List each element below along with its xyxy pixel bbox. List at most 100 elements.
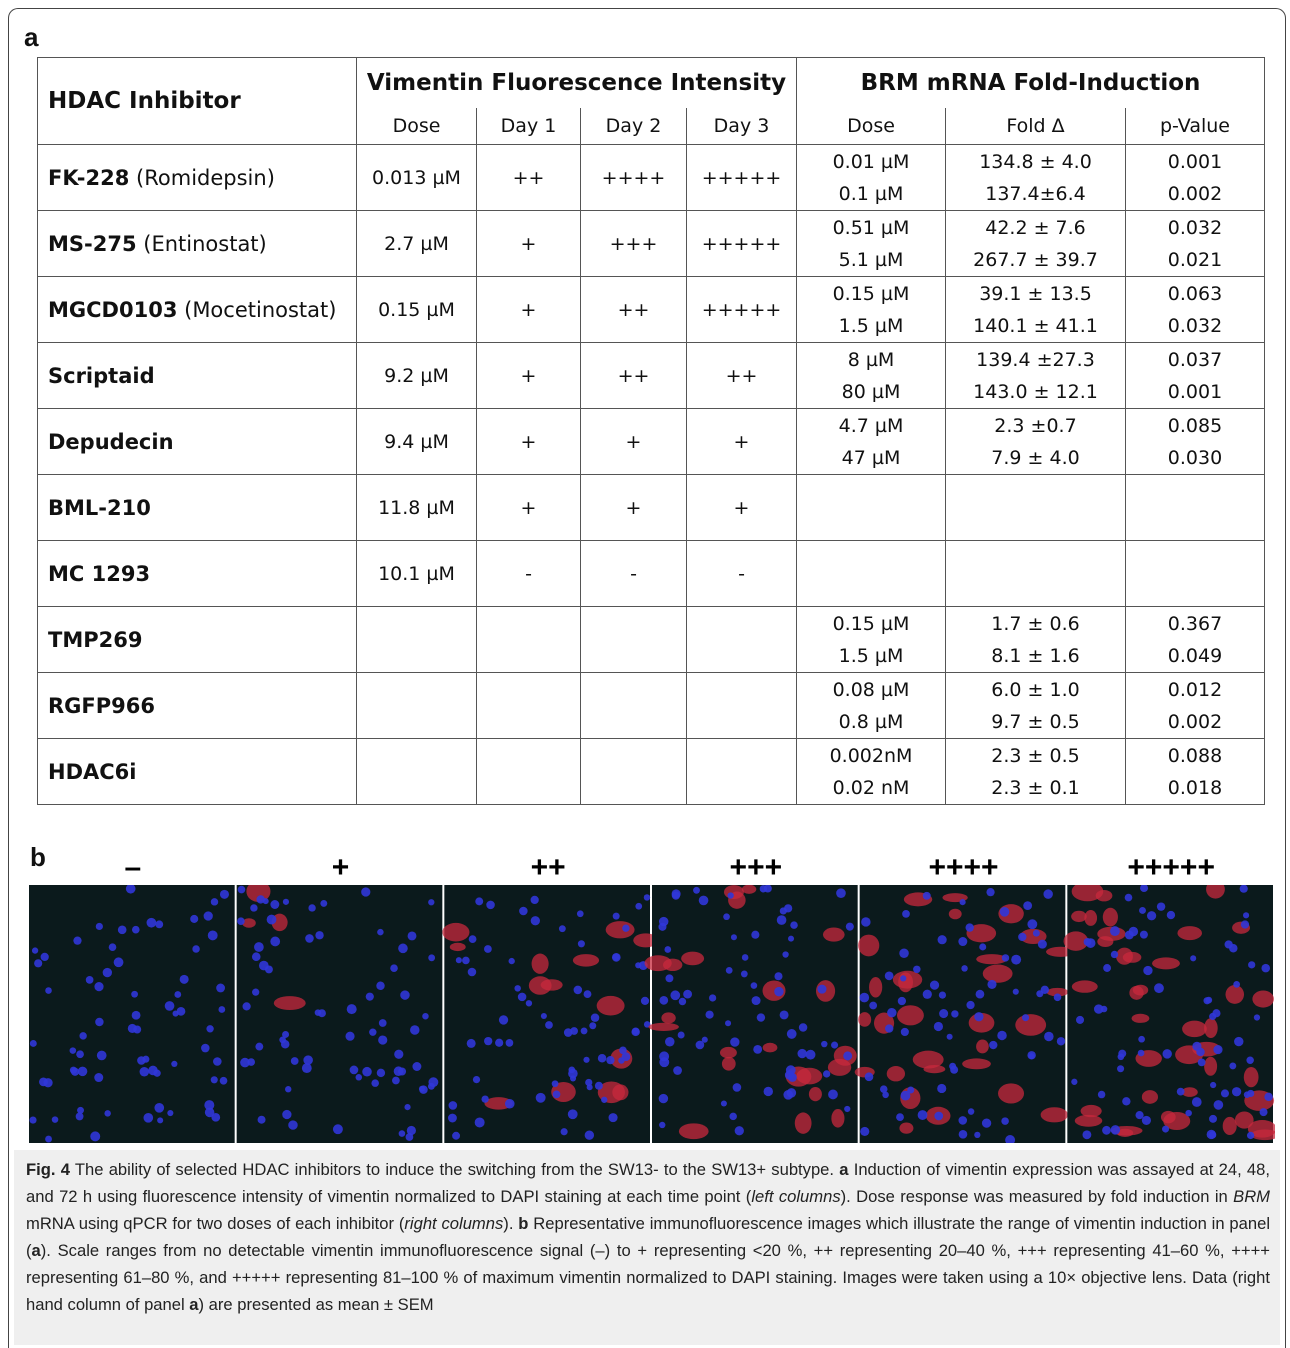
cell-nucleus [723,913,730,920]
cell-nucleus [1177,1088,1185,1096]
brm-value: 0.15 µM [797,608,945,640]
vimentin-cell: +++++ [687,145,797,211]
cell-nucleus [1033,930,1040,937]
cell-nucleus [114,957,124,967]
vimentin-cell: + [581,475,687,541]
cell-nucleus [577,910,584,917]
inhibitor-alias: (Entinostat) [143,232,266,256]
cell-nucleus [419,1086,425,1092]
vimentin-cell: + [477,277,581,343]
caption-text: mRNA using qPCR for two doses of each in… [26,1214,404,1233]
cell-nucleus [1147,911,1156,920]
cell-nucleus [780,1010,789,1019]
micrograph [442,885,658,1143]
cell-nucleus [806,1050,816,1060]
vimentin-cell: ++++ [581,145,687,211]
cell-nucleus [192,945,199,952]
cell-nucleus [1043,889,1052,898]
cell-vimentin [648,1023,679,1031]
cell-nucleus [254,942,264,952]
inhibitor-cell: RGFP966 [38,673,357,739]
cell-nucleus [220,890,229,899]
cell-nucleus [305,934,314,943]
cell-vimentin [1072,980,1098,992]
cell-nucleus [1036,990,1043,997]
cell-nucleus [958,937,967,946]
cell-nucleus [1135,1111,1143,1119]
cell-nucleus [726,967,733,974]
cell-nucleus [846,923,854,931]
cell-nucleus [1241,920,1249,928]
cell-nucleus [706,1011,714,1019]
cell-nucleus [693,887,700,894]
empty-cell [357,607,477,673]
vimentin-cell: ++ [581,277,687,343]
brm-value: 0.15 µM [797,278,945,310]
cell-nucleus [725,1020,731,1026]
brm-value: 0.51 µM [797,212,945,244]
cell-vimentin [1129,986,1143,1000]
cell-nucleus [1214,1100,1224,1110]
cell-nucleus [73,937,81,945]
cell-nucleus [733,1083,742,1092]
cell-nucleus [1140,931,1148,939]
cell-nucleus [541,1013,547,1019]
brm-cell: 134.8 ± 4.0137.4±6.4 [946,145,1126,211]
brm-cell: 0.0880.018 [1126,739,1265,805]
cell-nucleus [52,1116,59,1123]
cell-nucleus [173,1010,179,1016]
cell-nucleus [885,1024,893,1032]
cell-nucleus [959,1130,968,1139]
cell-nucleus [302,1063,312,1073]
inhibitor-cell: HDAC6i [38,739,357,805]
cell-nucleus [1138,1050,1145,1057]
cell-nucleus [622,1052,631,1061]
subheader-cell: Dose [797,108,946,145]
vimentin-cell: + [581,409,687,475]
cell-nucleus [1232,1087,1241,1096]
brm-value: 0.021 [1126,244,1264,276]
cell-nucleus [147,918,157,928]
cell-nucleus [216,984,225,993]
cell-nucleus [103,968,112,977]
empty-cell [357,739,477,805]
cell-nucleus [896,1113,904,1121]
cell-nucleus [1023,901,1032,910]
cell-vimentin [1252,991,1274,1008]
caption-text: ). [503,1214,518,1233]
cell-nucleus [672,891,680,899]
cell-nucleus [982,1118,991,1127]
empty-cell [581,739,687,805]
micrographs [29,885,1275,1143]
header-cell: HDAC Inhibitor [38,58,357,145]
header-cell: BRM mRNA Fold-Induction [797,58,1265,109]
micrograph [855,885,1075,1143]
cell-nucleus [1247,1132,1254,1139]
cell-nucleus [861,917,870,926]
cell-vimentin [809,1087,822,1101]
vimentin-cell: ++ [477,145,581,211]
brm-cell: 0.01 µM0.1 µM [797,145,946,211]
vimentin-cell: + [687,409,797,475]
cell-nucleus [519,907,528,916]
cell-nucleus [281,1040,290,1049]
brm-value: 8.1 ± 1.6 [946,640,1125,672]
cell-vimentin [1225,985,1244,1004]
cell-nucleus [132,1011,141,1020]
brm-value: 0.063 [1126,278,1264,310]
vimentin-cell: 0.15 µM [357,277,477,343]
cell-nucleus [238,886,246,894]
cell-nucleus [561,1128,568,1135]
cell-nucleus [190,915,198,923]
brm-value: 0.032 [1126,310,1264,342]
cell-nucleus [774,972,782,980]
cell-nucleus [1129,927,1138,936]
cell-nucleus [817,985,826,994]
cell-nucleus [1000,907,1010,917]
cell-nucleus [475,1117,485,1127]
brm-value: 0.001 [1126,376,1264,408]
vimentin-cell: + [687,475,797,541]
cell-nucleus [559,925,566,932]
cell-nucleus [410,1025,419,1034]
cell-nucleus [449,1101,458,1110]
